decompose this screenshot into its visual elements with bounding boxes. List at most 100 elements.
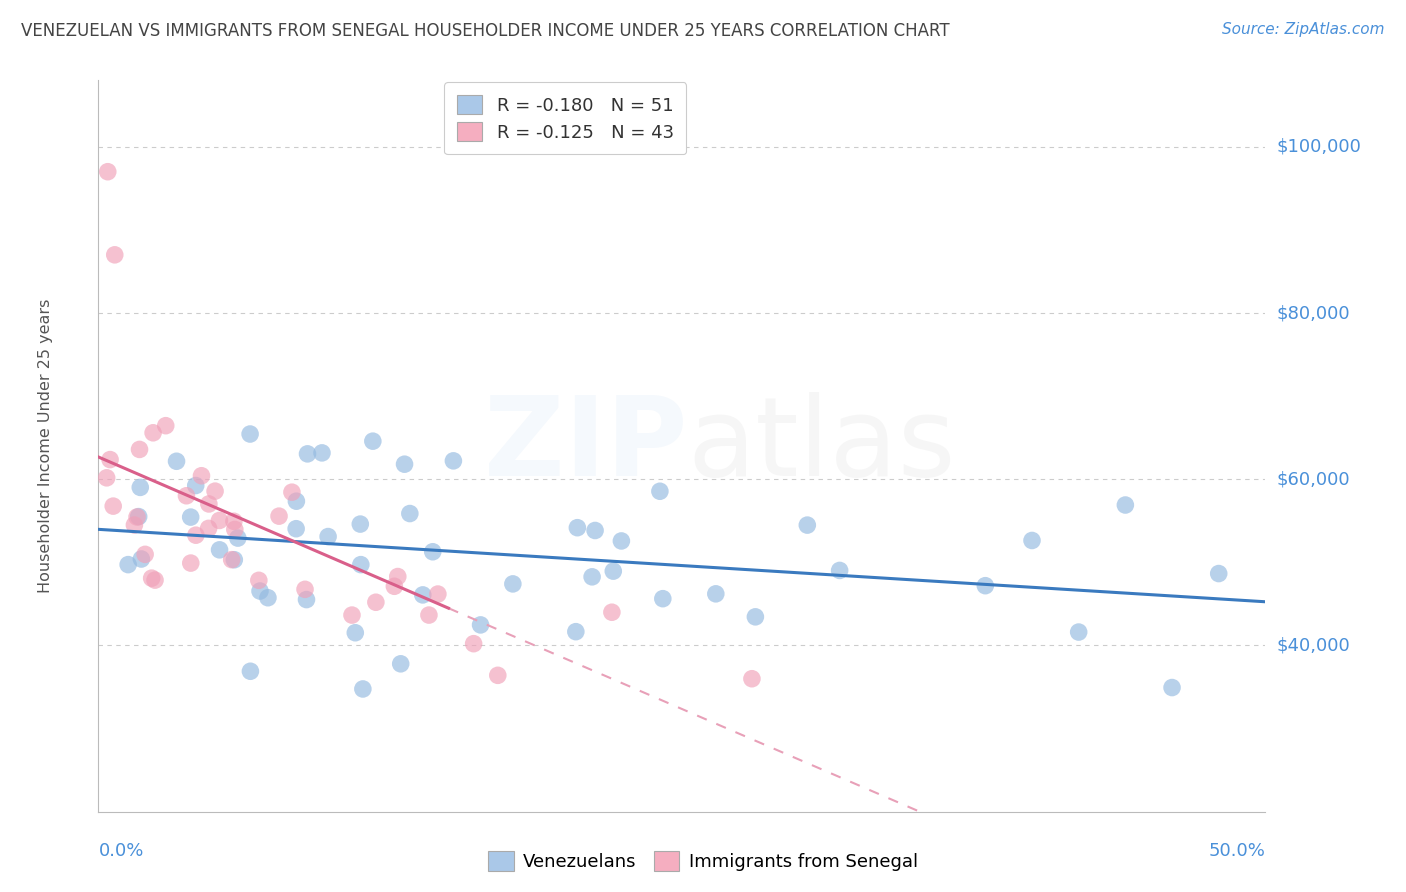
Text: $40,000: $40,000 (1277, 637, 1350, 655)
Text: Householder Income Under 25 years: Householder Income Under 25 years (38, 299, 53, 593)
Point (350, 558, 373, 572)
Point (828, 564, 851, 578)
Point (180, 556, 202, 570)
Point (226, 531, 249, 545)
Point (97, 164, 120, 178)
Point (96, 471, 118, 485)
Point (134, 547, 156, 561)
Text: 50.0%: 50.0% (1209, 842, 1265, 860)
Point (221, 552, 243, 566)
Point (382, 579, 405, 593)
Point (744, 610, 766, 624)
Point (104, 248, 127, 262)
Point (117, 558, 139, 572)
Point (184, 478, 207, 492)
Point (422, 545, 444, 559)
Point (398, 507, 420, 521)
Point (463, 637, 485, 651)
Point (364, 595, 387, 609)
Point (600, 605, 623, 619)
Point (361, 434, 384, 449)
Point (741, 672, 763, 686)
Point (294, 582, 316, 597)
Point (796, 518, 818, 533)
Point (412, 588, 434, 602)
Point (418, 608, 440, 623)
Point (125, 510, 148, 524)
Point (267, 509, 290, 524)
Point (349, 517, 371, 532)
Point (224, 552, 246, 566)
Point (129, 480, 152, 494)
Point (143, 573, 166, 587)
Point (297, 447, 319, 461)
Text: 0.0%: 0.0% (98, 842, 143, 860)
Point (651, 591, 673, 606)
Point (387, 569, 409, 583)
Point (567, 521, 589, 535)
Point (295, 592, 318, 607)
Point (190, 468, 212, 483)
Point (426, 587, 449, 601)
Point (257, 591, 280, 605)
Point (180, 510, 202, 524)
Point (1021, 533, 1043, 548)
Legend: R = -0.180   N = 51, R = -0.125   N = 43: R = -0.180 N = 51, R = -0.125 N = 43 (444, 82, 686, 154)
Point (648, 484, 671, 499)
Point (1208, 566, 1230, 581)
Point (197, 521, 219, 535)
Point (344, 625, 367, 640)
Point (602, 564, 624, 578)
Point (128, 509, 150, 524)
Point (239, 665, 262, 679)
Point (311, 446, 333, 460)
Point (128, 442, 150, 457)
Point (583, 524, 606, 538)
Point (247, 574, 270, 588)
Text: Source: ZipAtlas.com: Source: ZipAtlas.com (1222, 22, 1385, 37)
Text: VENEZUELAN VS IMMIGRANTS FROM SENEGAL HOUSEHOLDER INCOME UNDER 25 YEARS CORRELAT: VENEZUELAN VS IMMIGRANTS FROM SENEGAL HO… (21, 22, 949, 40)
Point (131, 552, 153, 566)
Point (974, 579, 997, 593)
Point (1114, 498, 1136, 512)
Point (224, 523, 246, 537)
Point (281, 485, 304, 500)
Legend: Venezuelans, Immigrants from Senegal: Venezuelans, Immigrants from Senegal (481, 844, 925, 879)
Point (222, 514, 245, 528)
Point (249, 584, 271, 599)
Point (155, 418, 177, 433)
Point (470, 618, 492, 632)
Text: $100,000: $100,000 (1277, 137, 1361, 156)
Point (610, 533, 633, 548)
Point (486, 668, 509, 682)
Point (565, 624, 588, 639)
Point (198, 497, 221, 511)
Point (184, 528, 207, 542)
Point (208, 513, 231, 527)
Point (124, 518, 146, 533)
Text: $60,000: $60,000 (1277, 470, 1350, 488)
Point (176, 489, 198, 503)
Point (581, 570, 603, 584)
Point (394, 457, 416, 471)
Point (141, 571, 163, 585)
Point (208, 542, 231, 557)
Point (285, 494, 308, 508)
Point (316, 530, 339, 544)
Point (98, 452, 121, 467)
Point (352, 681, 374, 696)
Point (239, 427, 262, 442)
Text: ZIP: ZIP (485, 392, 688, 500)
Point (1067, 625, 1090, 640)
Point (166, 454, 188, 468)
Point (1161, 681, 1184, 695)
Point (285, 522, 308, 536)
Point (441, 454, 464, 468)
Point (142, 425, 165, 440)
Text: $80,000: $80,000 (1277, 304, 1350, 322)
Point (103, 499, 125, 513)
Point (389, 657, 412, 671)
Text: atlas: atlas (688, 392, 956, 500)
Point (204, 484, 226, 499)
Point (340, 608, 363, 623)
